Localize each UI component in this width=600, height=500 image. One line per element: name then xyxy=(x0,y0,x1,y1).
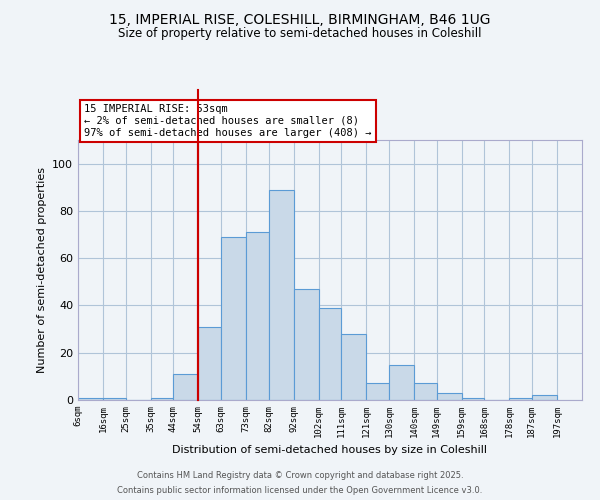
Bar xyxy=(246,232,269,400)
Text: Contains public sector information licensed under the Open Government Licence v3: Contains public sector information licen… xyxy=(118,486,482,495)
Bar xyxy=(319,308,341,400)
Bar xyxy=(103,398,125,400)
Bar xyxy=(532,396,557,400)
Bar xyxy=(367,384,389,400)
X-axis label: Distribution of semi-detached houses by size in Coleshill: Distribution of semi-detached houses by … xyxy=(173,446,487,456)
Text: Contains HM Land Registry data © Crown copyright and database right 2025.: Contains HM Land Registry data © Crown c… xyxy=(137,471,463,480)
Bar xyxy=(461,398,484,400)
Bar xyxy=(78,398,103,400)
Bar xyxy=(414,384,437,400)
Bar xyxy=(509,398,532,400)
Bar xyxy=(173,374,199,400)
Bar xyxy=(437,393,461,400)
Y-axis label: Number of semi-detached properties: Number of semi-detached properties xyxy=(37,167,47,373)
Bar xyxy=(221,237,246,400)
Bar xyxy=(199,326,221,400)
Bar xyxy=(151,398,173,400)
Bar xyxy=(389,364,414,400)
Bar xyxy=(293,289,319,400)
Bar xyxy=(341,334,367,400)
Text: 15 IMPERIAL RISE: 53sqm
← 2% of semi-detached houses are smaller (8)
97% of semi: 15 IMPERIAL RISE: 53sqm ← 2% of semi-det… xyxy=(84,104,371,138)
Text: 15, IMPERIAL RISE, COLESHILL, BIRMINGHAM, B46 1UG: 15, IMPERIAL RISE, COLESHILL, BIRMINGHAM… xyxy=(109,12,491,26)
Bar xyxy=(269,190,293,400)
Text: Size of property relative to semi-detached houses in Coleshill: Size of property relative to semi-detach… xyxy=(118,28,482,40)
